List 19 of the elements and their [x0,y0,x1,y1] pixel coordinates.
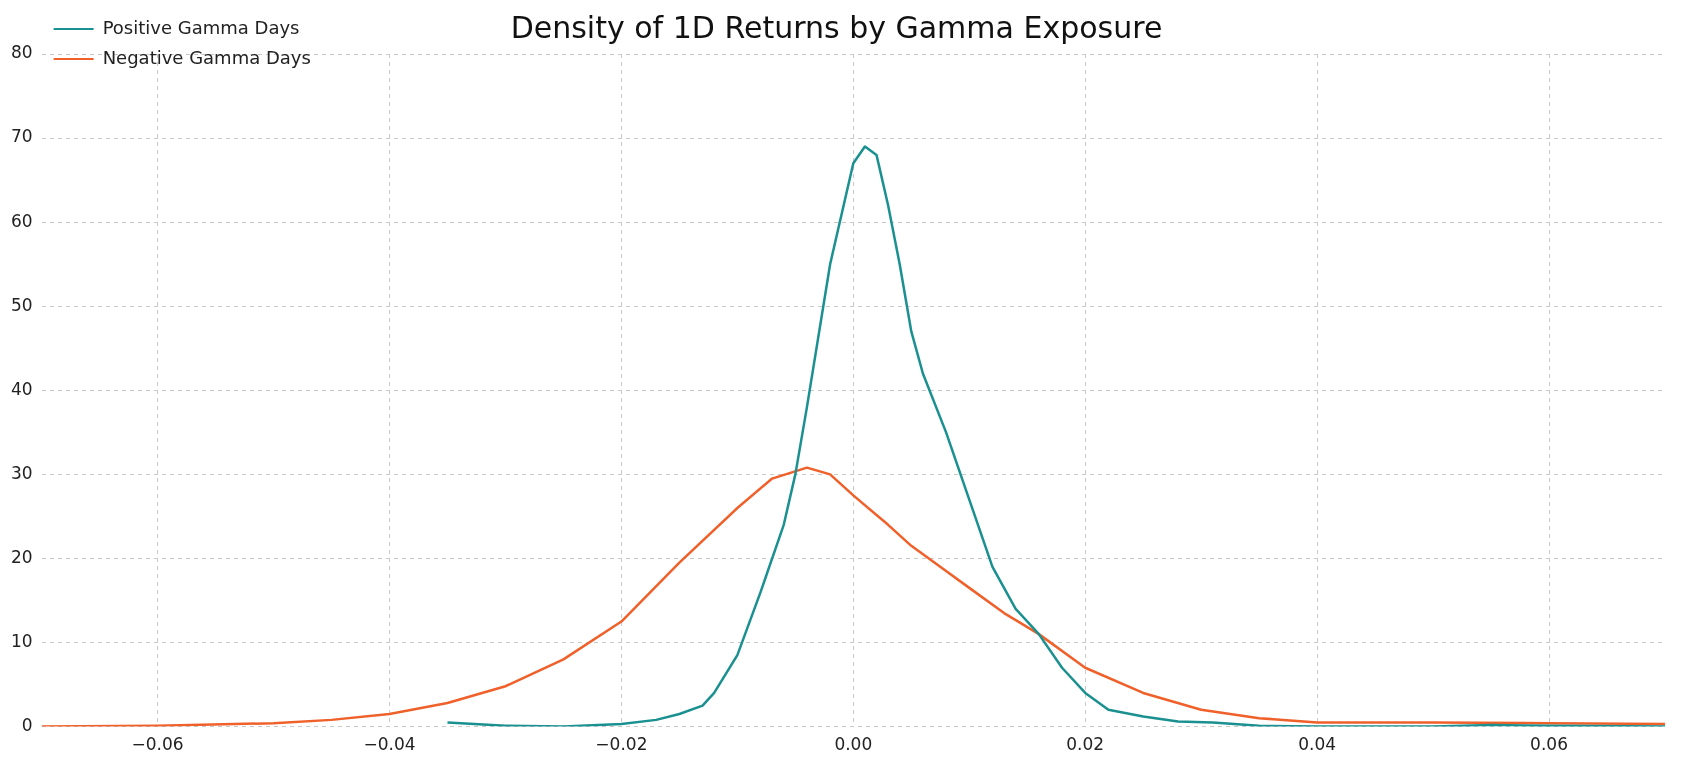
y-tick-label: 40 [10,378,33,399]
y-tick-label: 50 [10,294,33,315]
chart-title: Density of 1D Returns by Gamma Exposure [510,9,1163,45]
y-tick-label: 30 [10,462,33,483]
y-tick-label: 60 [10,210,33,231]
x-tick-label: 0.04 [1298,734,1337,755]
x-tick-label: 0.00 [834,734,873,755]
x-tick-label: −0.06 [131,734,184,755]
x-tick-label: 0.02 [1066,734,1105,755]
x-tick-label: 0.06 [1530,734,1568,755]
y-tick-label: 80 [10,42,33,63]
y-tick-label: 20 [10,546,33,567]
y-tick-label: 10 [10,630,33,651]
x-tick-label: −0.02 [595,734,648,755]
x-tick-label: −0.04 [363,734,416,755]
legend-label: Positive Gamma Days [102,16,300,38]
y-tick-label: 70 [10,126,33,147]
legend-label: Negative Gamma Days [102,46,311,68]
y-tick-label: 0 [21,715,33,736]
